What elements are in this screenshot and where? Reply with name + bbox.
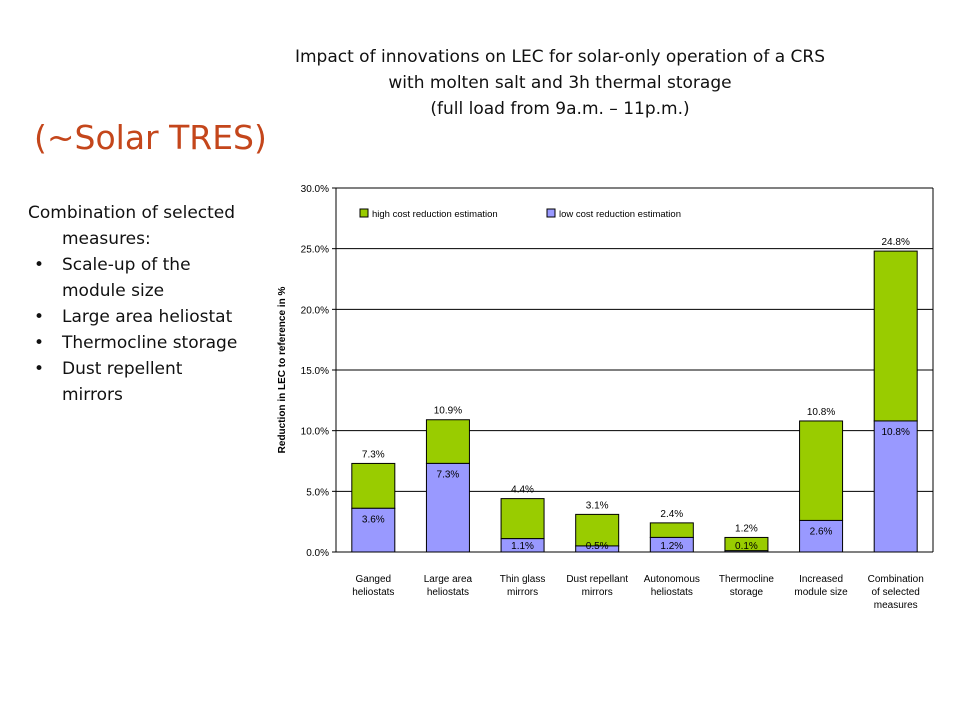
data-label-low: 10.8% <box>882 427 910 438</box>
data-label-low: 0.5% <box>586 541 609 552</box>
x-tick-label: Dust repellant <box>566 574 628 585</box>
bar-chart: 0.0% 5.0% 10.0% 15.0% 20.0% 25.0% 30.0% Reducti… <box>277 184 934 611</box>
bar-low-segment <box>575 545 620 553</box>
x-tick-label: mirrors <box>507 587 538 598</box>
y-tick-label: 0.0% <box>306 548 329 559</box>
y-tick-label: 30.0% <box>301 184 329 195</box>
legend-swatch-low <box>546 208 556 218</box>
bullet-marker: • <box>34 333 45 353</box>
data-label-low: 3.6% <box>362 514 385 525</box>
data-label-total: 10.8% <box>807 407 835 418</box>
bar-low-segment <box>873 420 918 553</box>
data-label-low: 0.1% <box>735 541 758 552</box>
bullet-item: • Thermocline storage <box>28 330 243 356</box>
bullet-text: Scale-up of the module size <box>62 255 191 301</box>
side-heading: (~Solar TRES) <box>34 118 267 157</box>
bullet-marker: • <box>34 359 45 379</box>
data-label-total: 10.9% <box>434 406 462 417</box>
x-tick-label: Increased <box>799 574 843 585</box>
bullet-marker: • <box>34 255 45 275</box>
x-tick-label: storage <box>730 587 764 598</box>
legend-label-high: high cost reduction estimation <box>372 209 498 220</box>
x-tick-label: heliostats <box>352 587 394 598</box>
data-label-low: 1.1% <box>511 541 534 552</box>
data-label-low: 2.6% <box>810 526 833 537</box>
bar-low-segment <box>425 462 470 553</box>
x-tick-label: Ganged <box>356 574 392 585</box>
x-tick-label: measures <box>874 600 918 611</box>
slide-title: Impact of innovations on LEC for solar-o… <box>240 44 880 122</box>
bullet-text: Dust repellent mirrors <box>62 359 183 405</box>
bar-high-segment <box>649 522 694 538</box>
x-tick-label: Thermocline <box>719 574 774 585</box>
data-label-total: 2.4% <box>660 509 683 520</box>
bar-high-segment <box>425 419 470 464</box>
bullet-list: • Scale-up of the module size • Large area… <box>28 252 243 408</box>
slide-title-line: with molten salt and 3h thermal storage <box>388 73 732 93</box>
data-label-total: 24.8% <box>882 237 910 248</box>
bar-high-segment <box>873 250 918 422</box>
bar-low-segment <box>649 536 694 553</box>
bullet-item: • Dust repellent mirrors <box>28 356 243 408</box>
bar-low-segment <box>799 519 844 553</box>
legend-label-low: low cost reduction estimation <box>559 209 681 220</box>
y-tick-label: 25.0% <box>301 245 329 256</box>
x-tick-label: Combination <box>868 574 924 585</box>
side-list: Combination of selected measures: • Scale… <box>28 200 243 408</box>
bullet-item: • Large area heliostat <box>28 304 243 330</box>
data-label-low: 7.3% <box>437 469 460 480</box>
bar-high-segment <box>351 462 396 509</box>
bullet-text: Large area heliostat <box>62 307 233 327</box>
y-axis-label: Reduction in LEC to reference in % <box>277 287 288 454</box>
y-tick-label: 5.0% <box>306 487 329 498</box>
x-tick-label: heliostats <box>651 587 693 598</box>
x-tick-label: of selected <box>872 587 920 598</box>
side-intro: Combination of selected measures: <box>28 203 236 249</box>
data-label-total: 4.4% <box>511 485 534 496</box>
data-label-total: 3.1% <box>586 500 609 511</box>
bullet-item: • Scale-up of the module size <box>28 252 243 304</box>
legend-swatch-high <box>359 208 369 218</box>
bar-low-segment <box>351 507 396 553</box>
data-label-total: 1.2% <box>735 523 758 534</box>
bullet-marker: • <box>34 307 45 327</box>
y-tick-label: 10.0% <box>301 427 329 438</box>
x-tick-label: Autonomous <box>644 574 700 585</box>
y-tick-label: 20.0% <box>301 305 329 316</box>
slide-title-line: Impact of innovations on LEC for solar-o… <box>294 47 826 67</box>
bar-high-segment <box>500 498 545 540</box>
bar-high-segment <box>799 420 844 521</box>
y-tick-label: 15.0% <box>301 366 329 377</box>
data-label-low: 1.2% <box>660 541 683 552</box>
bar-low-segment <box>724 550 769 553</box>
bar-low-segment <box>500 538 545 553</box>
x-tick-label: module size <box>794 587 848 598</box>
x-tick-label: heliostats <box>427 587 469 598</box>
data-label-total: 7.3% <box>362 449 385 460</box>
x-tick-label: Thin glass <box>500 574 546 585</box>
x-tick-label: Large area <box>424 574 473 585</box>
bullet-text: Thermocline storage <box>62 333 238 353</box>
slide-title-line: (full load from 9a.m. – 11p.m.) <box>430 99 690 119</box>
x-tick-label: mirrors <box>582 587 613 598</box>
